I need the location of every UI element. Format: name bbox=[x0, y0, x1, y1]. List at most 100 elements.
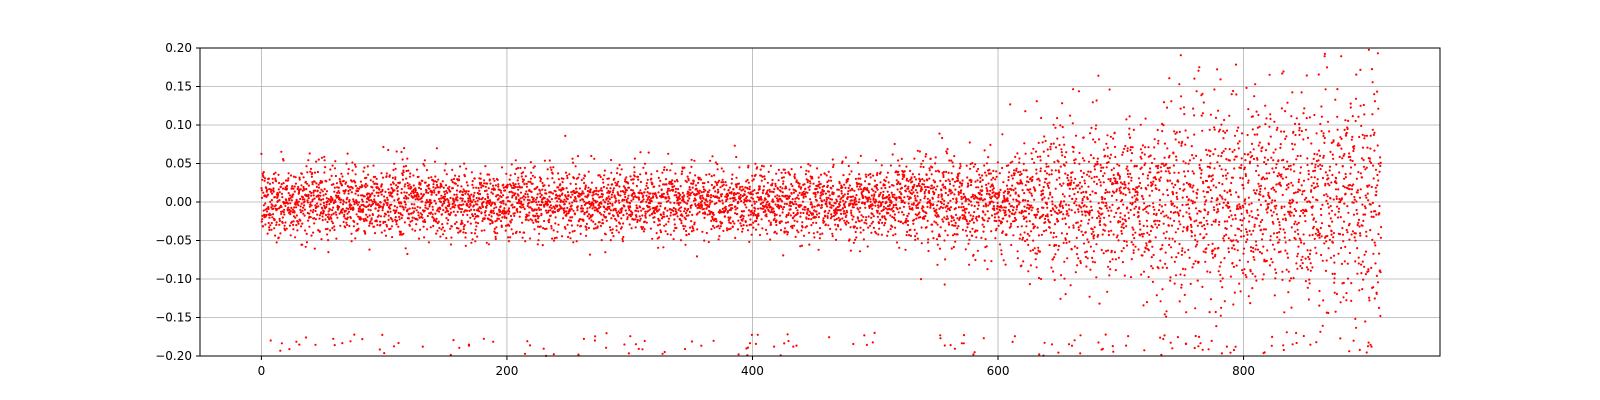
scatter-point bbox=[553, 181, 556, 184]
scatter-point bbox=[963, 207, 966, 210]
scatter-point bbox=[991, 188, 994, 191]
scatter-point bbox=[266, 193, 269, 196]
scatter-point bbox=[908, 190, 911, 193]
scatter-point bbox=[715, 220, 718, 223]
scatter-point bbox=[360, 217, 363, 220]
scatter-point bbox=[394, 218, 397, 221]
scatter-point bbox=[569, 182, 572, 185]
scatter-point bbox=[1034, 150, 1038, 153]
scatter-point bbox=[362, 170, 365, 173]
scatter-point bbox=[801, 226, 804, 229]
scatter-point bbox=[455, 193, 458, 196]
scatter-point bbox=[348, 206, 351, 209]
scatter-point bbox=[678, 218, 682, 221]
scatter-point bbox=[943, 216, 946, 219]
scatter-point bbox=[791, 184, 794, 188]
scatter-point bbox=[1053, 210, 1056, 213]
scatter-point bbox=[853, 189, 856, 192]
scatter-point bbox=[491, 184, 495, 187]
scatter-point bbox=[846, 211, 849, 214]
scatter-point bbox=[736, 212, 739, 216]
scatter-point bbox=[969, 214, 972, 217]
scatter-point bbox=[1018, 211, 1021, 214]
scatter-point bbox=[939, 205, 943, 208]
scatter-point bbox=[528, 344, 532, 347]
scatter-point bbox=[767, 209, 770, 212]
scatter-point bbox=[830, 198, 834, 201]
scatter-point bbox=[889, 164, 893, 167]
scatter-point bbox=[471, 200, 474, 203]
scatter-point bbox=[1024, 184, 1027, 187]
scatter-point bbox=[659, 229, 662, 232]
scatter-point bbox=[303, 208, 306, 211]
scatter-point bbox=[542, 347, 545, 350]
scatter-point bbox=[1043, 217, 1047, 220]
scatter-point bbox=[555, 204, 559, 207]
scatter-point bbox=[1050, 142, 1053, 146]
scatter-point bbox=[666, 233, 669, 236]
scatter-point bbox=[325, 197, 328, 200]
scatter-point bbox=[343, 213, 346, 216]
scatter-point bbox=[720, 195, 723, 198]
scatter-point bbox=[762, 165, 766, 168]
scatter-point bbox=[852, 241, 856, 244]
scatter-point bbox=[441, 223, 444, 226]
scatter-point bbox=[839, 212, 843, 215]
scatter-point bbox=[368, 224, 371, 227]
scatter-point bbox=[722, 170, 725, 173]
scatter-point bbox=[475, 186, 478, 189]
scatter-point bbox=[485, 204, 489, 207]
scatter-point bbox=[333, 186, 336, 189]
scatter-point bbox=[884, 221, 887, 225]
scatter-point bbox=[1052, 236, 1055, 239]
scatter-point bbox=[525, 185, 529, 188]
scatter-point bbox=[956, 233, 959, 236]
scatter-point bbox=[463, 175, 466, 178]
scatter-point bbox=[825, 200, 828, 203]
scatter-point bbox=[492, 340, 495, 343]
scatter-point bbox=[850, 209, 853, 212]
scatter-point bbox=[467, 200, 470, 203]
scatter-point bbox=[669, 201, 672, 204]
scatter-point bbox=[932, 179, 935, 182]
scatter-point bbox=[710, 200, 714, 203]
scatter-point bbox=[428, 187, 431, 190]
scatter-point bbox=[986, 220, 989, 223]
scatter-point bbox=[604, 233, 607, 236]
scatter-point bbox=[461, 191, 464, 194]
scatter-point bbox=[268, 182, 272, 185]
scatter-point bbox=[396, 190, 399, 193]
scatter-point bbox=[1043, 196, 1046, 199]
scatter-point bbox=[333, 167, 337, 170]
scatter-point bbox=[1024, 152, 1027, 155]
scatter-point bbox=[1033, 198, 1036, 201]
scatter-point bbox=[547, 221, 551, 224]
scatter-point bbox=[546, 203, 550, 206]
scatter-point bbox=[802, 190, 806, 193]
scatter-point bbox=[318, 197, 321, 200]
scatter-point bbox=[289, 234, 292, 237]
scatter-point bbox=[934, 156, 937, 159]
scatter-point bbox=[312, 231, 315, 234]
scatter-point bbox=[329, 195, 333, 198]
scatter-point bbox=[662, 168, 666, 171]
scatter-point bbox=[720, 167, 723, 170]
scatter-point bbox=[600, 213, 603, 216]
scatter-point bbox=[425, 191, 428, 194]
scatter-point bbox=[640, 192, 644, 195]
scatter-point bbox=[903, 201, 906, 204]
scatter-point bbox=[694, 174, 697, 177]
scatter-point bbox=[584, 184, 587, 187]
scatter-point bbox=[805, 217, 808, 220]
scatter-point bbox=[816, 167, 819, 170]
scatter-point bbox=[686, 195, 689, 198]
scatter-point bbox=[633, 192, 636, 195]
scatter-point bbox=[627, 186, 631, 189]
scatter-point bbox=[750, 204, 754, 207]
scatter-point bbox=[710, 219, 713, 222]
scatter-point bbox=[690, 165, 693, 168]
scatter-point bbox=[330, 200, 333, 203]
scatter-point bbox=[754, 162, 757, 165]
scatter-point bbox=[342, 179, 345, 182]
scatter-point bbox=[372, 164, 375, 167]
